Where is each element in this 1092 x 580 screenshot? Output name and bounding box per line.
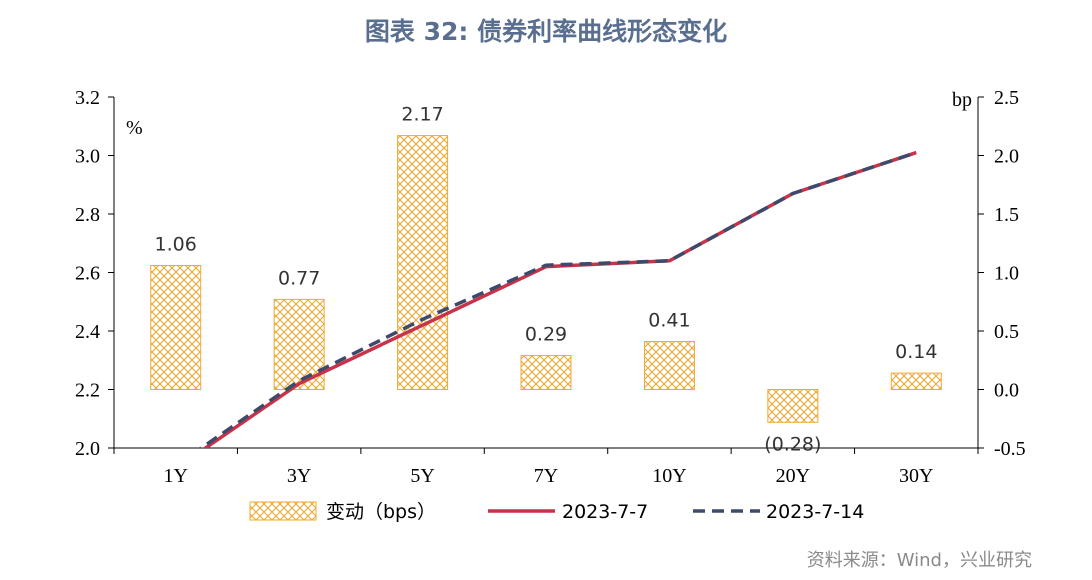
x-tick-label: 7Y bbox=[534, 465, 558, 487]
bar bbox=[643, 341, 695, 390]
legend-label-series-2: 2023-7-14 bbox=[766, 501, 864, 523]
x-tick-label: 5Y bbox=[410, 465, 434, 487]
right-tick-label: 1.5 bbox=[994, 204, 1019, 226]
right-tick-label: 0.0 bbox=[994, 380, 1019, 402]
x-tick-label: 1Y bbox=[163, 465, 187, 487]
axes: 2.0 2.2 2.4 2.6 2.8 3.0 3.2 -0.5 0.0 0.5 1.0 1.5 2.0… bbox=[75, 87, 1026, 487]
right-tick-label: 2.5 bbox=[994, 87, 1019, 109]
legend-swatch-bars bbox=[249, 501, 317, 521]
right-tick-label: 2.0 bbox=[994, 146, 1019, 168]
labels: 1.06 0.77 2.17 0.29 0.41 (0.28) 0.14 bbox=[155, 104, 938, 456]
left-tick-label: 2.2 bbox=[75, 380, 100, 402]
chart-title: 图表 32: 债券利率曲线形态变化 bbox=[364, 17, 728, 46]
bar-value-label: 0.41 bbox=[648, 310, 690, 332]
legend-label-bars: 变动（bps） bbox=[326, 501, 436, 523]
right-tick-label: -0.5 bbox=[994, 438, 1026, 460]
bar-value-label: 1.06 bbox=[155, 233, 197, 255]
legend: 变动（bps） 2023-7-7 2023-7-14 bbox=[249, 501, 864, 523]
bar-value-label: 0.29 bbox=[525, 324, 567, 346]
bar bbox=[150, 264, 202, 391]
lines bbox=[198, 150, 917, 448]
series-line-2023-7-14 bbox=[198, 150, 917, 448]
x-tick-label: 3Y bbox=[287, 465, 311, 487]
left-tick-label: 2.4 bbox=[75, 321, 100, 343]
left-axis-unit: % bbox=[126, 117, 143, 139]
bar bbox=[890, 372, 942, 390]
right-tick-label: 1.0 bbox=[994, 263, 1019, 285]
bar bbox=[397, 135, 449, 390]
bar-value-label: (0.28) bbox=[764, 433, 821, 455]
bar-value-label: 0.14 bbox=[895, 341, 937, 363]
right-tick-label: 0.5 bbox=[994, 321, 1019, 343]
left-tick-label: 2.0 bbox=[75, 438, 100, 460]
left-tick-label: 2.6 bbox=[75, 263, 100, 285]
bar bbox=[520, 355, 572, 391]
right-axis-unit: bp bbox=[952, 89, 972, 111]
left-tick-label: 3.0 bbox=[75, 146, 100, 168]
bar bbox=[767, 389, 819, 423]
bar-value-label: 0.77 bbox=[278, 267, 320, 289]
x-tick-label: 20Y bbox=[776, 465, 810, 487]
x-tick-label: 10Y bbox=[652, 465, 686, 487]
bars bbox=[150, 135, 942, 423]
x-tick-label: 30Y bbox=[899, 465, 933, 487]
bar-value-label: 2.17 bbox=[401, 104, 443, 126]
left-tick-label: 2.8 bbox=[75, 204, 100, 226]
legend-label-series-1: 2023-7-7 bbox=[562, 501, 648, 523]
left-tick-label: 3.2 bbox=[75, 87, 100, 109]
source-note: 资料来源：Wind，兴业研究 bbox=[806, 550, 1032, 571]
